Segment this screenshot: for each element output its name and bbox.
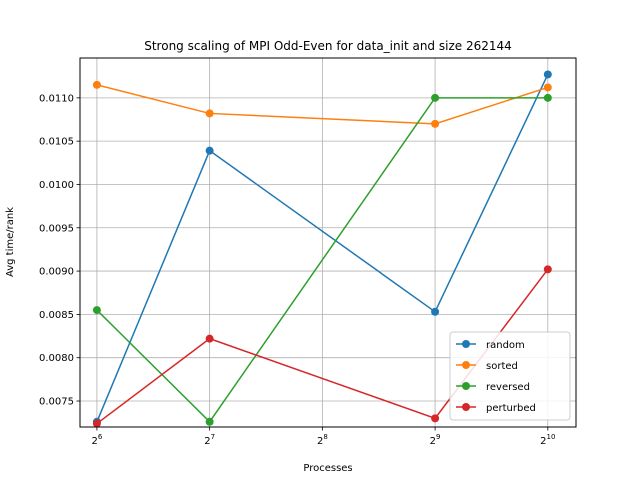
x-tick-exponent: 7 [211,433,215,441]
series-sorted [92,80,552,128]
data-point-reversed [543,93,552,102]
data-point-reversed [431,93,440,102]
y-tick-label: 0.0075 [39,397,74,408]
data-point-sorted [543,83,552,92]
plot-frame [79,57,577,428]
x-tick-exponent: 8 [323,433,327,441]
x-axis-label: Processes [303,463,352,474]
x-tick-label: 28 [317,433,328,447]
data-point-reversed [92,306,101,315]
legend-label-perturbed: perturbed [486,403,536,414]
series-line-sorted [96,84,549,125]
legend-item-perturbed: perturbed [456,403,536,414]
x-tick-base: 2 [317,436,323,447]
data-point-perturbed [543,265,552,274]
x-tick-base: 2 [430,436,436,447]
y-tick-label: 0.0080 [39,353,74,364]
y-tick-label: 0.0095 [39,223,74,234]
data-point-perturbed [431,414,440,423]
legend-marker-perturbed [462,403,470,411]
data-point-sorted [431,119,440,128]
series-line-reversed [96,97,548,423]
legend-item-random: random [456,340,525,351]
y-tick-label: 0.0085 [39,310,74,321]
y-tick-label: 0.0105 [39,137,74,148]
legend-marker-reversed [462,382,470,390]
data-point-sorted [205,109,214,118]
y-axis-ticks: 0.0075 0.0080 0.0085 0.0090 0.0095 0.0100 0.01… [39,93,80,408]
x-tick-base: 2 [204,436,210,447]
y-tick-label: 0.0100 [39,180,74,191]
x-tick-exponent: 10 [547,433,556,441]
data-point-perturbed [205,334,214,343]
y-axis-label: Avg time/rank [5,207,16,277]
data-point-random [543,70,552,79]
x-tick-base: 2 [91,436,97,447]
legend: random sorted reversed perturbed [449,331,571,421]
legend-marker-sorted [462,361,470,369]
x-tick-exponent: 6 [98,433,103,441]
x-tick-label: 26 [91,433,102,447]
x-tick-base: 2 [540,436,546,447]
legend-label-reversed: reversed [486,382,530,393]
x-tick-label: 27 [204,433,215,447]
legend-marker-random [462,340,470,348]
legend-label-sorted: sorted [486,361,518,372]
series-line-random [96,74,549,423]
data-point-random [205,146,214,155]
y-tick-label: 0.0090 [39,267,74,278]
legend-box [449,331,571,421]
data-point-perturbed [92,419,101,428]
data-point-random [431,307,440,316]
chart-title: Strong scaling of MPI Odd-Even for data_… [144,39,512,53]
legend-item-reversed: reversed [456,382,530,393]
series-reversed [92,93,552,426]
y-tick-label: 0.0110 [39,93,74,104]
legend-label-random: random [486,340,525,351]
x-tick-label: 29 [430,433,441,447]
x-tick-label: 210 [540,433,555,447]
data-point-reversed [205,417,214,426]
legend-item-sorted: sorted [456,361,518,372]
x-axis-ticks: 26 27 28 29 210 [91,427,555,447]
data-point-sorted [92,80,101,89]
x-tick-exponent: 9 [436,433,440,441]
